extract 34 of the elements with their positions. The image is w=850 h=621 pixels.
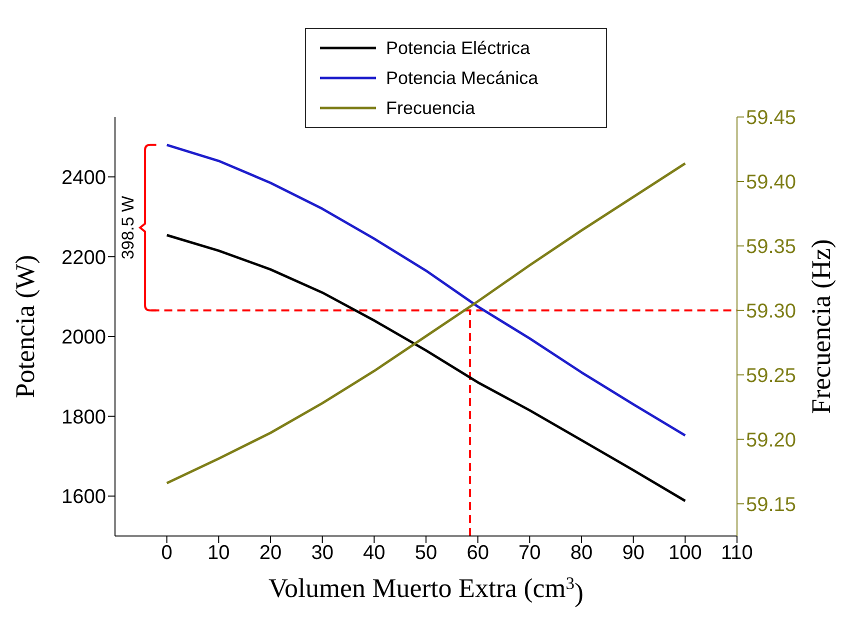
x-tick-label: 20 <box>259 542 282 564</box>
y2-tick-label: 59.25 <box>746 364 796 387</box>
y-tick-label: 2200 <box>62 246 106 269</box>
legend-label: Potencia Mecánica <box>386 67 538 89</box>
x-tick-label: 0 <box>161 542 172 564</box>
y2-axis-title: Frecuencia (Hz) <box>806 239 836 414</box>
x-tick-label: 110 <box>721 542 753 564</box>
line-series <box>166 234 686 502</box>
x-tick-label: 80 <box>570 542 593 564</box>
y-tick-label: 1600 <box>62 486 106 508</box>
x-tick-label: 70 <box>518 542 541 564</box>
legend-label: Frecuencia <box>386 97 476 119</box>
legend-label: Potencia Eléctrica <box>386 37 530 59</box>
line-series <box>166 144 686 437</box>
annotation: 398.5 W <box>118 196 138 260</box>
x-tick-label: 30 <box>311 542 334 564</box>
y2-tick-label: 59.40 <box>746 172 796 194</box>
y2-tick-label: 59.20 <box>746 429 796 452</box>
x-tick-label: 40 <box>363 542 386 564</box>
x-tick-label: 10 <box>208 542 230 564</box>
y-tick-label: 2400 <box>62 166 106 189</box>
y2-tick-label: 59.45 <box>746 107 796 130</box>
x-tick-label: 100 <box>668 542 702 564</box>
y-axis-title: Potencia (W) <box>10 254 40 398</box>
line-series <box>166 162 686 484</box>
y-tick-label: 1800 <box>62 406 106 428</box>
x-tick-label: 90 <box>622 542 644 564</box>
y2-tick-label: 59.15 <box>746 494 796 516</box>
x-axis-title: Volumen Muerto Extra (cm$^{3}$) <box>268 573 584 608</box>
x-tick-label: 50 <box>414 542 438 564</box>
x-tick-label: 60 <box>466 542 489 564</box>
y2-tick-label: 59.35 <box>746 236 796 258</box>
y2-tick-label: 59.30 <box>746 300 796 322</box>
y-tick-label: 2000 <box>62 326 106 349</box>
